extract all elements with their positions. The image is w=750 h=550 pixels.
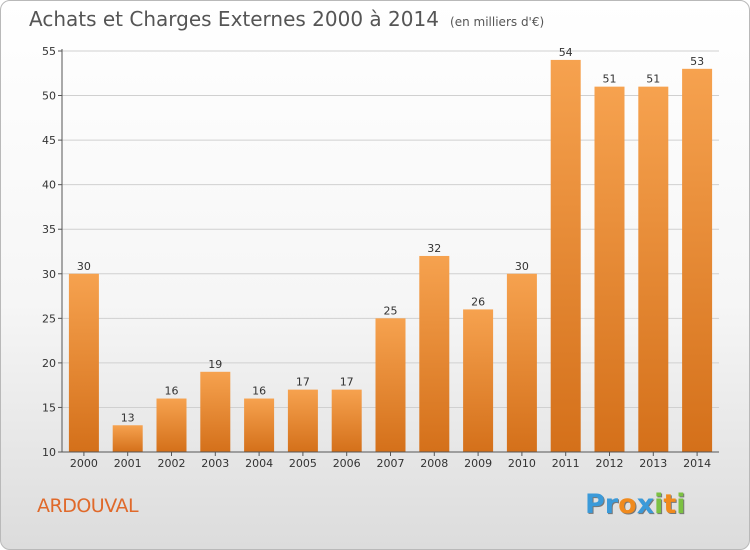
bar-2007 [375,318,406,452]
x-tick-label: 2010 [508,457,536,470]
logo-letter: r [604,489,619,520]
bar-2012 [594,86,625,453]
x-tick-label: 2008 [420,457,448,470]
x-tick-label: 2012 [596,457,624,470]
bar-2010 [506,273,537,452]
x-tick-label: 2002 [158,457,186,470]
bar-2003 [200,371,231,452]
value-label: 26 [471,295,485,308]
x-tick-label: 2013 [639,457,667,470]
bar-2009 [463,309,494,452]
proxiti-logo[interactable]: Proxiti [585,489,686,520]
bar-2008 [419,255,450,452]
y-tick-label: 40 [42,179,56,192]
value-label: 32 [427,242,441,255]
logo-letter: x [636,489,655,520]
value-label: 19 [208,358,222,371]
value-label: 30 [515,260,529,273]
logo-letter: i [654,489,664,520]
logo-letter: P [585,489,605,520]
y-tick-label: 25 [42,312,56,325]
value-label: 53 [690,55,704,68]
value-label: 13 [121,411,135,424]
value-label: 16 [165,385,179,398]
x-tick-label: 2011 [552,457,580,470]
title-unit: (en milliers d'€) [450,15,545,29]
x-tick-label: 2004 [245,457,273,470]
x-tick-label: 2001 [114,457,142,470]
value-label: 25 [384,304,398,317]
x-tick-label: 2009 [464,457,492,470]
y-tick-label: 55 [42,45,56,58]
value-label: 16 [252,385,266,398]
commune-name: ARDOUVAL [37,495,139,517]
logo-letter: o [618,489,637,520]
value-label: 30 [77,260,91,273]
x-tick-label: 2003 [201,457,229,470]
logo-letter: t [663,489,677,520]
bar-2002 [156,398,187,452]
bar-2000 [68,273,99,452]
x-tick-label: 2014 [683,457,711,470]
value-label: 51 [603,73,617,86]
y-tick-label: 10 [42,446,56,459]
bar-2001 [112,425,143,452]
logo-letter: i [676,489,686,520]
bar-2013 [638,86,669,453]
bar-2004 [244,398,275,452]
y-tick-label: 20 [42,357,56,370]
y-tick-label: 50 [42,90,56,103]
y-tick-label: 15 [42,401,56,414]
y-tick-label: 45 [42,134,56,147]
bar-2006 [331,389,362,452]
bar-2011 [550,59,581,453]
x-tick-label: 2006 [333,457,361,470]
x-tick-label: 2007 [377,457,405,470]
bar-2014 [682,68,713,453]
chart-title: Achats et Charges Externes 2000 à 2014 (… [29,7,544,31]
value-label: 51 [646,73,660,86]
value-label: 54 [559,46,573,59]
value-label: 17 [340,376,354,389]
y-tick-label: 30 [42,268,56,281]
x-tick-label: 2005 [289,457,317,470]
bar-2005 [287,389,318,452]
y-tick-label: 35 [42,223,56,236]
title-main: Achats et Charges Externes 2000 à 2014 [29,7,439,31]
value-label: 17 [296,376,310,389]
x-tick-label: 2000 [70,457,98,470]
